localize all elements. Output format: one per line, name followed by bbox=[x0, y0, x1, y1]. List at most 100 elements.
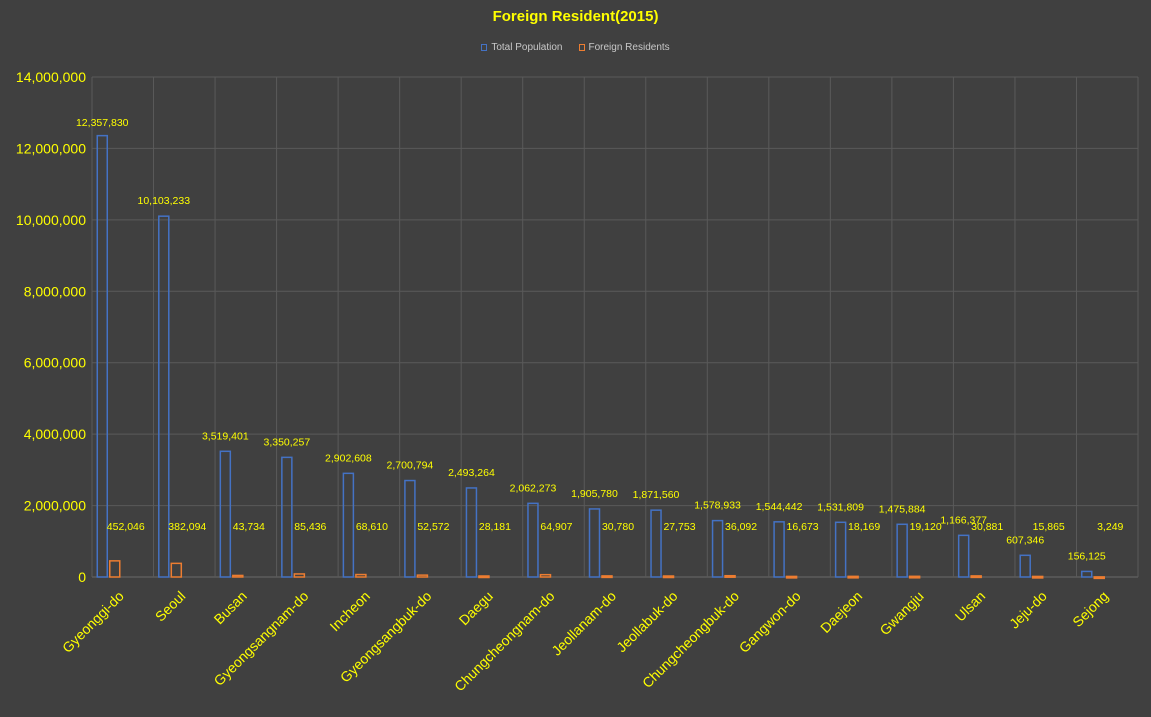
data-label-total-population: 1,531,809 bbox=[817, 501, 864, 513]
data-label-total-population: 1,166,377 bbox=[940, 514, 987, 526]
data-label-foreign-residents: 52,572 bbox=[417, 521, 449, 533]
bar-foreign-residents bbox=[478, 575, 490, 579]
legend-item-foreign-residents: Foreign Residents bbox=[578, 42, 670, 53]
data-label-total-population: 3,519,401 bbox=[202, 430, 249, 442]
bar-total-population bbox=[158, 215, 170, 578]
data-label-total-population: 1,578,933 bbox=[694, 500, 741, 512]
data-label-foreign-residents: 19,120 bbox=[910, 521, 942, 533]
x-tick-label: Incheon bbox=[326, 588, 373, 635]
data-label-total-population: 1,871,560 bbox=[633, 489, 680, 501]
y-tick-label: 4,000,000 bbox=[24, 426, 86, 442]
bar-total-population bbox=[96, 134, 109, 578]
data-label-total-population: 2,902,608 bbox=[325, 452, 372, 464]
x-tick-label: Jeollanam-do bbox=[548, 588, 619, 659]
data-label-total-population: 2,493,264 bbox=[448, 467, 495, 479]
data-label-foreign-residents: 85,436 bbox=[294, 521, 326, 533]
legend-swatch-foreign-residents bbox=[578, 44, 585, 51]
data-label-foreign-residents: 43,734 bbox=[233, 521, 265, 533]
bar-foreign-residents bbox=[170, 562, 183, 578]
bar-total-population bbox=[465, 487, 478, 578]
bar-foreign-residents bbox=[847, 575, 859, 579]
bar-foreign-residents bbox=[662, 575, 675, 579]
data-label-foreign-residents: 64,907 bbox=[540, 521, 572, 533]
data-label-foreign-residents: 28,181 bbox=[479, 521, 511, 533]
data-label-foreign-residents: 16,673 bbox=[787, 521, 819, 533]
x-tick-label: Daejeon bbox=[817, 588, 865, 636]
data-label-total-population: 607,346 bbox=[1006, 534, 1044, 546]
legend-swatch-total-population bbox=[481, 44, 488, 51]
y-tick-label: 10,000,000 bbox=[16, 212, 86, 228]
y-tick-label: 14,000,000 bbox=[16, 69, 86, 85]
x-tick-label: Gyeonggi-do bbox=[59, 588, 127, 656]
y-tick-label: 6,000,000 bbox=[24, 355, 86, 371]
x-tick-label: Jeollabuk-do bbox=[613, 588, 681, 656]
data-label-foreign-residents: 452,046 bbox=[107, 521, 145, 533]
legend-item-total-population: Total Population bbox=[481, 42, 563, 53]
data-label-foreign-residents: 30,780 bbox=[602, 521, 634, 533]
x-tick-label: Seoul bbox=[152, 588, 189, 625]
bar-total-population bbox=[773, 521, 785, 578]
data-label-total-population: 3,350,257 bbox=[263, 436, 310, 448]
legend: Total Population Foreign Residents bbox=[0, 42, 1151, 53]
bar-total-population bbox=[588, 508, 601, 578]
x-tick-label: Gangwon-do bbox=[736, 588, 804, 656]
data-label-total-population: 1,544,442 bbox=[756, 501, 803, 513]
data-label-foreign-residents: 3,249 bbox=[1097, 521, 1123, 533]
y-tick-label: 0 bbox=[78, 569, 86, 585]
data-label-foreign-residents: 27,753 bbox=[663, 521, 695, 533]
data-label-foreign-residents: 36,092 bbox=[725, 521, 757, 533]
bar-foreign-residents bbox=[1031, 575, 1044, 579]
bar-total-population bbox=[527, 502, 539, 578]
data-label-total-population: 10,103,233 bbox=[138, 195, 191, 207]
bar-total-population bbox=[342, 472, 355, 578]
bar-total-population bbox=[711, 519, 724, 578]
x-tick-label: Busan bbox=[211, 588, 250, 627]
bar-total-population bbox=[650, 509, 662, 578]
data-label-total-population: 1,905,780 bbox=[571, 488, 618, 500]
bar-foreign-residents bbox=[232, 574, 244, 578]
legend-label-total-population: Total Population bbox=[491, 42, 563, 53]
data-label-foreign-residents: 30,881 bbox=[971, 521, 1003, 533]
bar-foreign-residents bbox=[293, 573, 306, 578]
bar-total-population bbox=[896, 523, 908, 578]
bar-total-population bbox=[281, 456, 293, 578]
bar-total-population bbox=[1080, 570, 1093, 578]
x-tick-label: Jeju-do bbox=[1006, 588, 1050, 632]
data-label-total-population: 2,062,273 bbox=[510, 482, 557, 494]
bar-foreign-residents bbox=[970, 575, 982, 579]
bar-foreign-residents bbox=[355, 573, 367, 578]
y-tick-label: 2,000,000 bbox=[24, 498, 86, 514]
data-label-foreign-residents: 15,865 bbox=[1033, 521, 1065, 533]
x-tick-label: Daegu bbox=[456, 588, 496, 628]
bar-total-population bbox=[404, 479, 416, 578]
bar-foreign-residents bbox=[908, 575, 921, 579]
data-label-total-population: 1,475,884 bbox=[879, 503, 926, 515]
data-label-foreign-residents: 68,610 bbox=[356, 521, 388, 533]
x-tick-label: Ulsan bbox=[952, 588, 989, 625]
bar-foreign-residents bbox=[539, 573, 552, 578]
x-tick-label: Chungcheongnam-do bbox=[451, 588, 558, 695]
bar-total-population bbox=[957, 534, 970, 578]
chart-title: Foreign Resident(2015) bbox=[492, 8, 659, 25]
bar-total-population bbox=[834, 521, 847, 578]
x-tick-label: Sejong bbox=[1069, 588, 1111, 630]
bar-total-population bbox=[219, 450, 232, 578]
data-label-foreign-residents: 382,094 bbox=[168, 521, 206, 533]
data-label-foreign-residents: 18,169 bbox=[848, 521, 880, 533]
data-label-total-population: 156,125 bbox=[1068, 550, 1106, 562]
x-tick-label: Gwangju bbox=[876, 588, 926, 638]
data-label-total-population: 12,357,830 bbox=[76, 117, 129, 129]
bar-foreign-residents bbox=[785, 575, 798, 579]
bar-foreign-residents bbox=[1093, 576, 1105, 580]
bar-foreign-residents bbox=[109, 560, 121, 578]
bar-foreign-residents bbox=[724, 574, 736, 578]
bar-total-population bbox=[1019, 554, 1031, 578]
data-label-total-population: 2,700,794 bbox=[387, 460, 434, 472]
y-tick-label: 12,000,000 bbox=[16, 140, 86, 156]
y-tick-label: 8,000,000 bbox=[24, 283, 86, 299]
bar-foreign-residents bbox=[416, 574, 429, 578]
legend-label-foreign-residents: Foreign Residents bbox=[588, 42, 670, 53]
bar-foreign-residents bbox=[601, 575, 613, 579]
